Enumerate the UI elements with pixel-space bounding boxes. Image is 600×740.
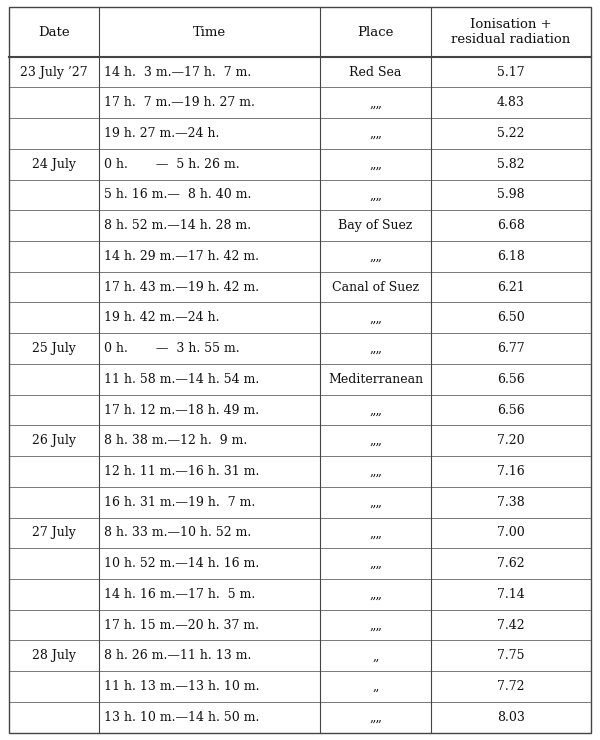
Text: 7.20: 7.20 xyxy=(497,434,525,447)
Text: 11 h. 58 m.—14 h. 54 m.: 11 h. 58 m.—14 h. 54 m. xyxy=(104,373,259,386)
Text: 5.82: 5.82 xyxy=(497,158,525,171)
Text: 14 h.  3 m.—17 h.  7 m.: 14 h. 3 m.—17 h. 7 m. xyxy=(104,66,251,78)
Text: 6.56: 6.56 xyxy=(497,403,525,417)
Text: 4.83: 4.83 xyxy=(497,96,525,110)
Text: 16 h. 31 m.—19 h.  7 m.: 16 h. 31 m.—19 h. 7 m. xyxy=(104,496,255,508)
Text: Time: Time xyxy=(193,26,226,38)
Text: „„: „„ xyxy=(369,127,382,140)
Text: 5 h. 16 m.—  8 h. 40 m.: 5 h. 16 m.— 8 h. 40 m. xyxy=(104,189,251,201)
Text: „„: „„ xyxy=(369,496,382,508)
Text: 8 h. 33 m.—10 h. 52 m.: 8 h. 33 m.—10 h. 52 m. xyxy=(104,526,251,539)
Text: Red Sea: Red Sea xyxy=(349,66,402,78)
Text: „„: „„ xyxy=(369,96,382,110)
Text: 13 h. 10 m.—14 h. 50 m.: 13 h. 10 m.—14 h. 50 m. xyxy=(104,710,259,724)
Text: „„: „„ xyxy=(369,434,382,447)
Text: 6.68: 6.68 xyxy=(497,219,525,232)
Text: 7.42: 7.42 xyxy=(497,619,525,631)
Text: 14 h. 16 m.—17 h.  5 m.: 14 h. 16 m.—17 h. 5 m. xyxy=(104,588,255,601)
Text: 7.00: 7.00 xyxy=(497,526,525,539)
Text: 24 July: 24 July xyxy=(32,158,76,171)
Text: Ionisation +
residual radiation: Ionisation + residual radiation xyxy=(451,18,571,46)
Text: „„: „„ xyxy=(369,526,382,539)
Text: 19 h. 27 m.—24 h.: 19 h. 27 m.—24 h. xyxy=(104,127,219,140)
Text: 5.22: 5.22 xyxy=(497,127,525,140)
Text: 8 h. 52 m.—14 h. 28 m.: 8 h. 52 m.—14 h. 28 m. xyxy=(104,219,251,232)
Text: 17 h. 43 m.—19 h. 42 m.: 17 h. 43 m.—19 h. 42 m. xyxy=(104,280,259,294)
Text: „„: „„ xyxy=(369,312,382,324)
Text: 25 July: 25 July xyxy=(32,342,76,355)
Text: 0 h.       —  3 h. 55 m.: 0 h. — 3 h. 55 m. xyxy=(104,342,239,355)
Text: 7.16: 7.16 xyxy=(497,465,525,478)
Text: 19 h. 42 m.—24 h.: 19 h. 42 m.—24 h. xyxy=(104,312,220,324)
Text: Place: Place xyxy=(358,26,394,38)
Text: 6.77: 6.77 xyxy=(497,342,525,355)
Text: „: „ xyxy=(373,680,379,693)
Text: „„: „„ xyxy=(369,465,382,478)
Text: 6.50: 6.50 xyxy=(497,312,525,324)
Text: Canal of Suez: Canal of Suez xyxy=(332,280,419,294)
Text: „: „ xyxy=(373,649,379,662)
Text: 5.17: 5.17 xyxy=(497,66,525,78)
Text: 8.03: 8.03 xyxy=(497,710,525,724)
Text: 5.98: 5.98 xyxy=(497,189,525,201)
Text: 8 h. 26 m.—11 h. 13 m.: 8 h. 26 m.—11 h. 13 m. xyxy=(104,649,251,662)
Text: 7.38: 7.38 xyxy=(497,496,525,508)
Text: „„: „„ xyxy=(369,619,382,631)
Text: 27 July: 27 July xyxy=(32,526,76,539)
Text: 23 July ’27: 23 July ’27 xyxy=(20,66,88,78)
Text: 8 h. 38 m.—12 h.  9 m.: 8 h. 38 m.—12 h. 9 m. xyxy=(104,434,247,447)
Text: 11 h. 13 m.—13 h. 10 m.: 11 h. 13 m.—13 h. 10 m. xyxy=(104,680,259,693)
Text: 7.72: 7.72 xyxy=(497,680,525,693)
Text: 17 h. 15 m.—20 h. 37 m.: 17 h. 15 m.—20 h. 37 m. xyxy=(104,619,259,631)
Text: „„: „„ xyxy=(369,557,382,570)
Text: „„: „„ xyxy=(369,189,382,201)
Text: 28 July: 28 July xyxy=(32,649,76,662)
Text: „„: „„ xyxy=(369,403,382,417)
Text: 26 July: 26 July xyxy=(32,434,76,447)
Text: Bay of Suez: Bay of Suez xyxy=(338,219,413,232)
Text: „„: „„ xyxy=(369,158,382,171)
Text: 6.56: 6.56 xyxy=(497,373,525,386)
Text: Date: Date xyxy=(38,26,70,38)
Text: 17 h.  7 m.—19 h. 27 m.: 17 h. 7 m.—19 h. 27 m. xyxy=(104,96,255,110)
Text: 6.18: 6.18 xyxy=(497,250,525,263)
Text: 10 h. 52 m.—14 h. 16 m.: 10 h. 52 m.—14 h. 16 m. xyxy=(104,557,259,570)
Text: 6.21: 6.21 xyxy=(497,280,525,294)
Text: 7.14: 7.14 xyxy=(497,588,525,601)
Text: 7.75: 7.75 xyxy=(497,649,525,662)
Text: 12 h. 11 m.—16 h. 31 m.: 12 h. 11 m.—16 h. 31 m. xyxy=(104,465,259,478)
Text: Mediterranean: Mediterranean xyxy=(328,373,423,386)
Text: „„: „„ xyxy=(369,342,382,355)
Text: 14 h. 29 m.—17 h. 42 m.: 14 h. 29 m.—17 h. 42 m. xyxy=(104,250,259,263)
Text: 0 h.       —  5 h. 26 m.: 0 h. — 5 h. 26 m. xyxy=(104,158,239,171)
Text: „„: „„ xyxy=(369,710,382,724)
Text: „„: „„ xyxy=(369,588,382,601)
Text: „„: „„ xyxy=(369,250,382,263)
Text: 17 h. 12 m.—18 h. 49 m.: 17 h. 12 m.—18 h. 49 m. xyxy=(104,403,259,417)
Text: 7.62: 7.62 xyxy=(497,557,525,570)
